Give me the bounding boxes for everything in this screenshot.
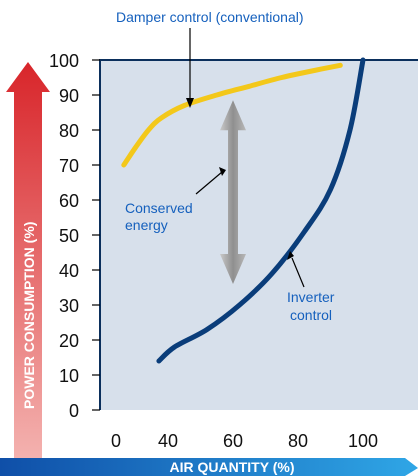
x-tick-label: 100 [348, 431, 378, 451]
y-tick-label: 0 [69, 401, 79, 421]
y-tick-label: 50 [59, 226, 79, 246]
inverter-label-line1: Inverter [287, 289, 335, 305]
inverter-pointer-line [291, 257, 305, 288]
damper-control-line [121, 62, 343, 168]
x-tick-label: 60 [223, 431, 243, 451]
inverter-pointer-head [287, 251, 294, 260]
x-ticks: 0 40 60 80 100 [111, 431, 378, 451]
y-ticks: 0 10 20 30 40 50 60 70 80 90 100 [49, 51, 100, 421]
inverter-label-line2: control [290, 307, 332, 323]
x-tick-label: 40 [158, 431, 178, 451]
y-tick-label: 20 [59, 331, 79, 351]
y-tick-label: 60 [59, 191, 79, 211]
x-tick-label: 80 [288, 431, 308, 451]
y-tick-label: 30 [59, 296, 79, 316]
series-layer [121, 57, 366, 364]
conserved-pointer-head [219, 167, 226, 176]
y-tick-label: 80 [59, 121, 79, 141]
y-tick-label: 70 [59, 156, 79, 176]
y-axis-arrow [6, 62, 50, 476]
y-tick-label: 90 [59, 86, 79, 106]
conserved-energy-double-arrow [220, 100, 246, 284]
x-axis-arrow [0, 458, 418, 476]
plot-area [100, 60, 418, 410]
conserved-label-line1: Conserved [125, 200, 193, 216]
inverter-control-line [156, 57, 366, 364]
y-tick-label: 10 [59, 366, 79, 386]
y-tick-label: 100 [49, 51, 79, 71]
y-axis-label: POWER CONSUMPTION (%) [21, 222, 37, 409]
damper-pointer-head [186, 98, 194, 108]
conserved-energy-arrow [220, 100, 246, 284]
x-axis-label: AIR QUANTITY (%) [170, 459, 295, 475]
y-tick-label: 40 [59, 261, 79, 281]
conserved-label-line2: energy [125, 217, 168, 233]
damper-control-label: Damper control (conventional) [116, 9, 304, 25]
conserved-pointer-line [195, 171, 223, 195]
x-tick-label: 0 [111, 431, 121, 451]
